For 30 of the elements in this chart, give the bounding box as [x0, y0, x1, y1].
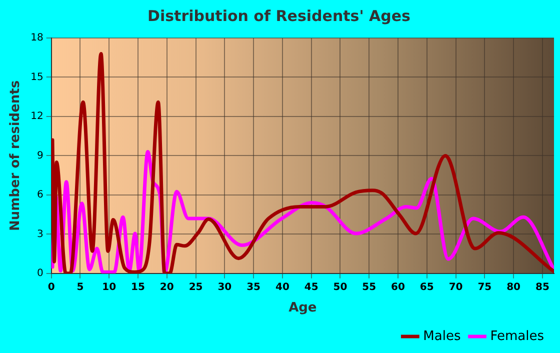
y-tick-label: 6	[36, 190, 44, 201]
x-tick-label: 80	[506, 282, 521, 293]
x-tick-label: 50	[333, 282, 348, 293]
x-tick-label: 40	[275, 282, 290, 293]
y-tick-label: 15	[30, 72, 44, 83]
x-tick-label: 20	[160, 282, 174, 293]
legend-label: Females	[490, 328, 544, 344]
x-tick-label: 15	[131, 282, 145, 293]
x-tick-label: 10	[102, 282, 116, 293]
x-tick-label: 45	[304, 282, 318, 293]
x-tick-label: 0	[48, 282, 55, 293]
x-tick-label: 25	[188, 282, 203, 293]
x-axis-title: Age	[288, 300, 317, 316]
y-tick-label: 0	[36, 268, 44, 279]
y-tick-label: 9	[36, 150, 44, 162]
x-tick-label: 65	[420, 282, 434, 293]
x-tick-label: 30	[218, 282, 232, 293]
x-tick-label: 35	[246, 282, 261, 293]
x-tick-label: 75	[478, 282, 492, 293]
x-tick-label: 60	[391, 282, 405, 293]
x-tick-label: 70	[448, 282, 463, 293]
x-tick-label: 55	[362, 282, 376, 293]
x-tick-label: 5	[76, 282, 84, 293]
x-tick-label: 85	[535, 282, 550, 293]
y-tick-label: 12	[30, 111, 44, 122]
y-tick-label: 3	[36, 228, 44, 240]
legend-label: Males	[423, 328, 461, 344]
y-tick-label: 18	[30, 32, 44, 44]
y-axis-title: Number of residents	[8, 80, 24, 232]
chart-title: Distribution of Residents' Ages	[148, 6, 411, 25]
